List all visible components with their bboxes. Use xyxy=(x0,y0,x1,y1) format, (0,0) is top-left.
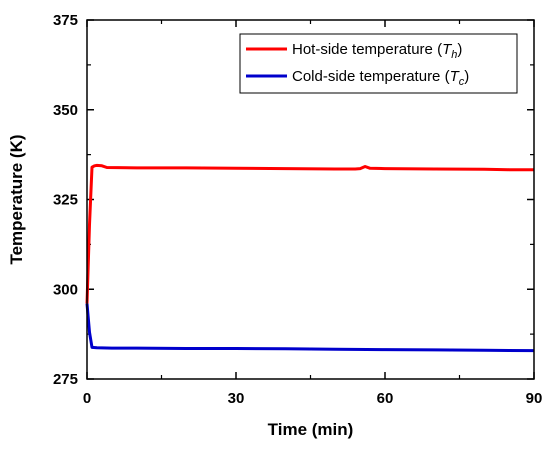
series-line-hot xyxy=(85,163,534,304)
legend-box xyxy=(239,33,518,94)
x-tick-label: 60 xyxy=(377,390,394,407)
legend-label-cold: Cold-side temperature (Tc) xyxy=(292,68,469,88)
x-axis-title: Time (min) xyxy=(268,420,354,439)
y-tick-label: 325 xyxy=(53,192,78,209)
legend: Hot-side temperature (Th) Cold-side temp… xyxy=(239,33,518,94)
y-tick-label: 275 xyxy=(53,371,78,388)
x-tick-label: 90 xyxy=(526,390,543,407)
tick-labels: 0 30 60 90 275 300 325 350 375 xyxy=(53,12,542,407)
legend-label-hot: Hot-side temperature (Th) xyxy=(292,41,462,61)
x-tick-label: 30 xyxy=(228,390,245,407)
series-line-cold xyxy=(85,303,535,353)
x-tick-label: 0 xyxy=(83,390,91,407)
series-group xyxy=(85,163,535,353)
y-tick-label: 300 xyxy=(53,281,78,298)
plot-frame xyxy=(86,19,535,380)
y-tick-label: 350 xyxy=(53,102,78,119)
y-tick-label: 375 xyxy=(53,12,78,29)
y-axis-title: Temperature (K) xyxy=(7,134,26,264)
